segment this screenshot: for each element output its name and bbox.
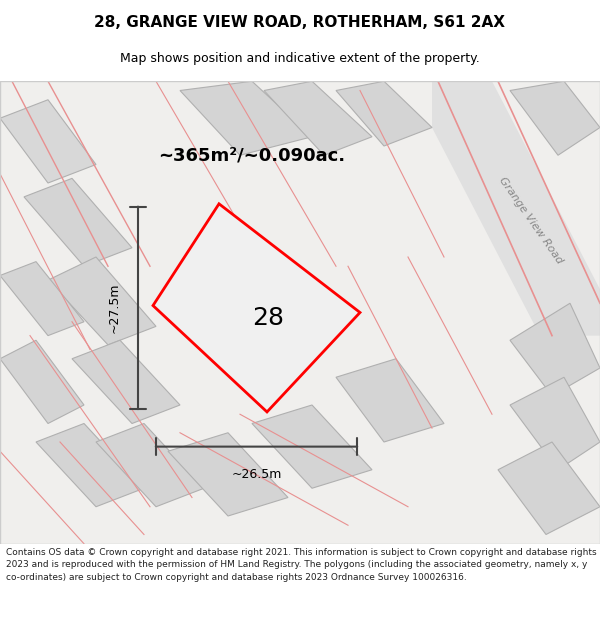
Polygon shape	[153, 204, 360, 412]
Polygon shape	[510, 81, 600, 155]
Text: Grange View Road: Grange View Road	[497, 175, 565, 265]
Polygon shape	[36, 424, 144, 507]
Polygon shape	[24, 178, 132, 266]
Polygon shape	[498, 442, 600, 534]
Polygon shape	[0, 262, 84, 336]
Text: ~27.5m: ~27.5m	[107, 282, 121, 333]
Polygon shape	[432, 81, 600, 336]
Polygon shape	[0, 340, 84, 424]
Text: 28: 28	[252, 306, 284, 330]
Polygon shape	[264, 81, 372, 155]
Polygon shape	[72, 340, 180, 424]
Polygon shape	[510, 378, 600, 470]
Polygon shape	[510, 303, 600, 396]
Polygon shape	[0, 100, 96, 183]
Polygon shape	[96, 424, 204, 507]
Polygon shape	[336, 359, 444, 442]
Polygon shape	[252, 405, 372, 488]
Polygon shape	[336, 81, 432, 146]
Polygon shape	[180, 81, 312, 155]
Text: ~365m²/~0.090ac.: ~365m²/~0.090ac.	[158, 146, 346, 164]
Polygon shape	[48, 257, 156, 345]
Text: ~26.5m: ~26.5m	[232, 468, 281, 481]
Text: Map shows position and indicative extent of the property.: Map shows position and indicative extent…	[120, 52, 480, 65]
Polygon shape	[168, 432, 288, 516]
Text: Contains OS data © Crown copyright and database right 2021. This information is : Contains OS data © Crown copyright and d…	[6, 548, 596, 582]
Text: 28, GRANGE VIEW ROAD, ROTHERHAM, S61 2AX: 28, GRANGE VIEW ROAD, ROTHERHAM, S61 2AX	[95, 15, 505, 30]
